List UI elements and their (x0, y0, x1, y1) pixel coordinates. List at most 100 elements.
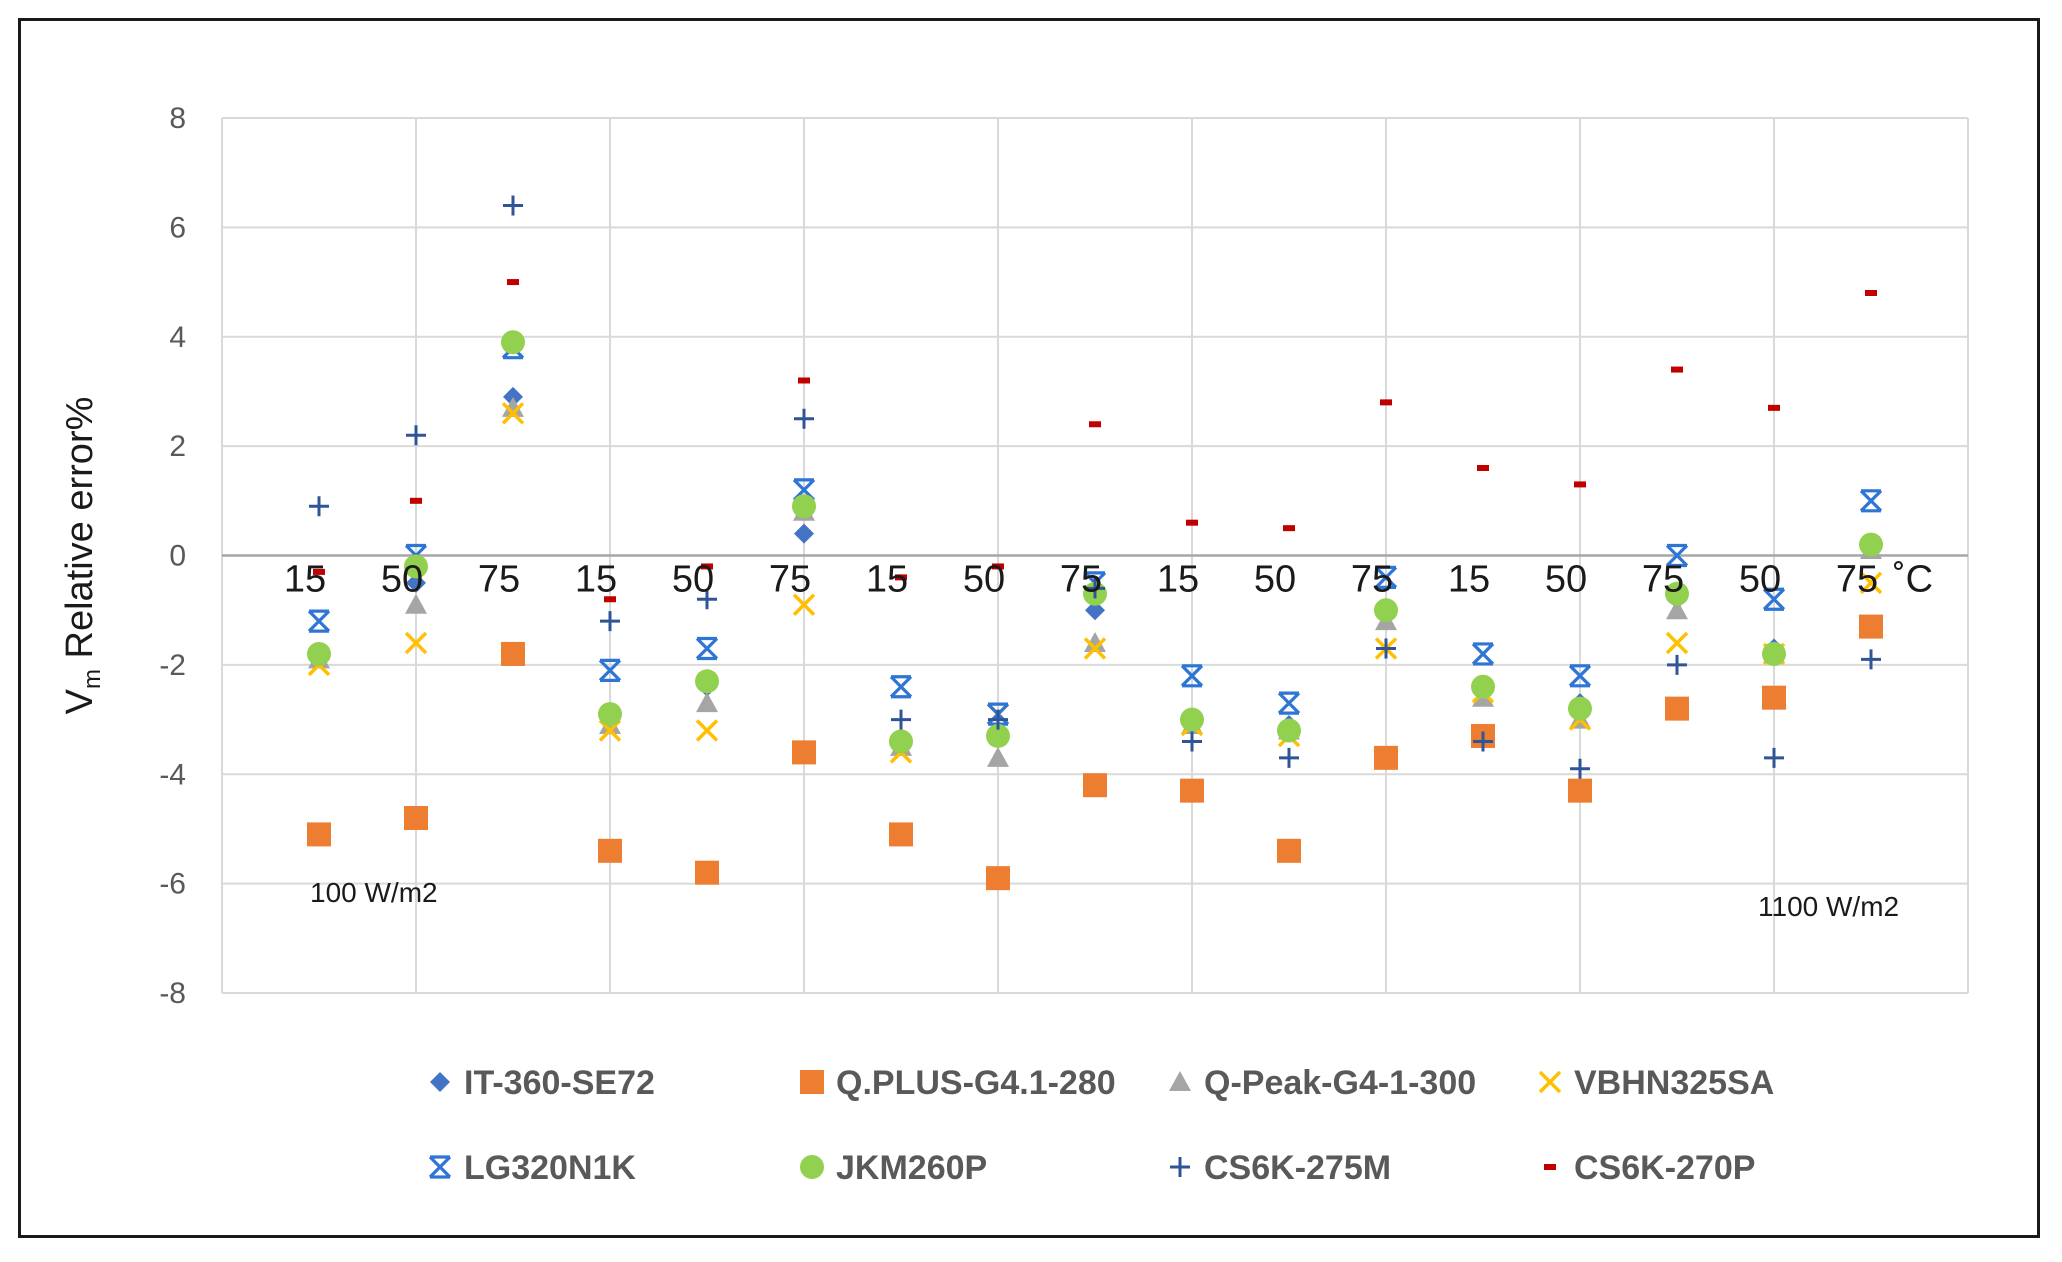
data-point (798, 377, 810, 384)
data-point (792, 740, 816, 765)
y-tick-label: 8 (169, 102, 186, 135)
legend-item: CS6K-270P (1544, 1149, 1755, 1187)
y-tick-label: 4 (169, 321, 186, 354)
data-point (309, 496, 329, 517)
data-point (1084, 632, 1106, 652)
data-series-group (307, 195, 1883, 891)
y-tick-label: 6 (169, 211, 186, 244)
data-point (1473, 731, 1493, 752)
data-point (986, 723, 1010, 748)
x-tick-label: 50 (672, 559, 714, 601)
legend-item: Q-Peak-G4-1-300 (1169, 1064, 1476, 1102)
data-point (507, 279, 519, 286)
data-point (1764, 747, 1784, 768)
data-point (1544, 1164, 1556, 1170)
y-axis-title-main: V (59, 688, 101, 714)
annotation-1100wm2: 1100 W/m2 (1758, 891, 1899, 922)
data-point (1277, 838, 1301, 863)
legend-label: IT-360-SE72 (464, 1064, 655, 1102)
data-point (1762, 641, 1786, 666)
data-point (1180, 664, 1204, 688)
data-point (501, 402, 525, 425)
x-tick-label: 75 (1351, 559, 1393, 601)
data-point (1380, 399, 1392, 406)
data-point (1374, 598, 1398, 623)
data-point (1376, 638, 1396, 659)
data-point (895, 574, 907, 581)
x-tick-label: 50 (1739, 559, 1781, 601)
data-point (1665, 581, 1689, 606)
data-point (405, 593, 427, 614)
data-point (1283, 525, 1295, 532)
legend-item: Q.PLUS-G4.1-280 (800, 1064, 1116, 1102)
data-point (598, 702, 622, 727)
data-point (404, 631, 428, 655)
data-point (1671, 366, 1683, 373)
data-point (428, 1155, 452, 1179)
y-tick-label: -6 (159, 868, 186, 901)
series-cs6k-270p (313, 279, 1877, 603)
x-tick-label: 75 (1836, 559, 1878, 601)
data-point (695, 669, 719, 694)
legend-label: Q.PLUS-G4.1-280 (836, 1064, 1116, 1102)
series-q-plus-g4-1-280 (307, 614, 1883, 891)
data-point (1477, 465, 1489, 471)
data-point (1665, 631, 1689, 655)
data-point (1374, 565, 1398, 589)
x-tick-labels: 15 50 75 15 50 75 15 50 75 15 50 75 15 50 75 50 75 (284, 559, 1878, 601)
data-point (695, 636, 719, 661)
data-point (1277, 691, 1301, 715)
data-point (695, 719, 719, 742)
data-point (1667, 654, 1687, 675)
data-point (503, 195, 523, 216)
data-point (1279, 747, 1299, 768)
data-point (1762, 685, 1786, 710)
y-tick-label: -8 (159, 977, 186, 1010)
x-tick-label: 75 (1060, 559, 1102, 601)
data-point (1083, 637, 1107, 660)
data-point (1568, 696, 1592, 721)
data-point (1169, 1071, 1191, 1091)
legend-item: JKM260P (800, 1149, 987, 1187)
data-point (501, 330, 525, 355)
data-point (1089, 421, 1101, 428)
data-point (794, 408, 814, 429)
data-point (1666, 599, 1688, 620)
data-point (701, 563, 713, 570)
x-tick-label: 50 (381, 559, 423, 601)
legend-item: IT-360-SE72 (430, 1064, 655, 1102)
legend-item: CS6K-275M (1170, 1149, 1391, 1187)
data-point (889, 675, 913, 699)
data-point (696, 692, 718, 713)
data-point (1859, 614, 1883, 639)
y-tick-label: 2 (169, 430, 186, 463)
data-point (600, 611, 620, 632)
x-tick-label: 75 (1642, 559, 1684, 601)
series-jkm260p (307, 330, 1883, 754)
data-point (1859, 571, 1883, 595)
x-tick-label: 15 (284, 559, 326, 601)
data-point (986, 866, 1010, 891)
data-point (604, 596, 616, 603)
data-point (501, 641, 525, 666)
annotation-100wm2: 100 W/m2 (310, 877, 438, 908)
data-point (1762, 587, 1786, 611)
legend-label: Q-Peak-G4-1-300 (1204, 1064, 1476, 1102)
data-point (1861, 649, 1881, 670)
data-point (1859, 489, 1883, 513)
data-point (502, 396, 524, 417)
legend-label: LG320N1K (464, 1149, 636, 1187)
data-point (1277, 718, 1301, 743)
series-lg320n1k (307, 336, 1883, 726)
data-point (889, 729, 913, 754)
data-point (992, 563, 1004, 570)
series-cs6k-275m (309, 195, 1881, 779)
legend-item: VBHN325SA (1538, 1064, 1774, 1102)
data-point (1574, 481, 1586, 488)
data-point (1538, 1070, 1562, 1094)
x-tick-label: 75 (769, 559, 811, 601)
data-point (1865, 290, 1877, 296)
y-tick-label: -4 (159, 758, 186, 791)
data-point (1374, 745, 1398, 770)
